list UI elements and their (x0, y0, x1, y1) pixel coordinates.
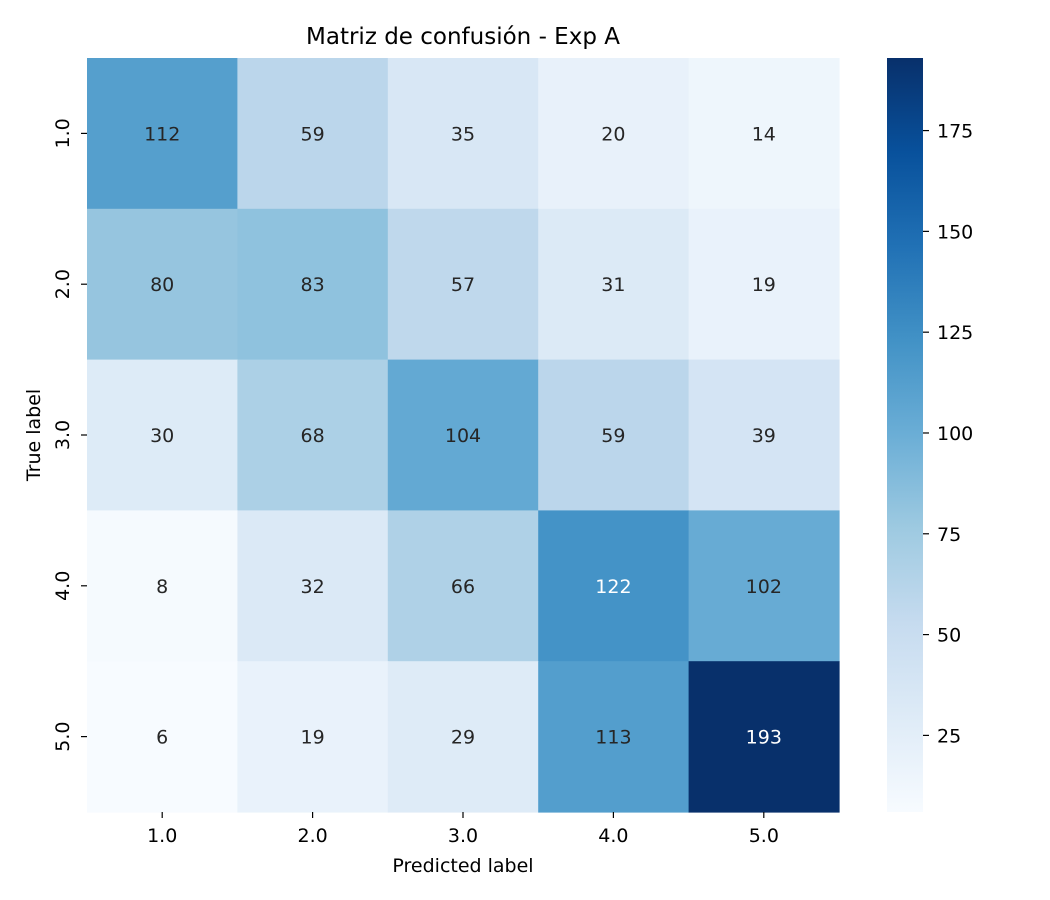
heatmap-cell (237, 359, 389, 511)
cell-value-label: 193 (746, 727, 782, 749)
x-tick-label: 1.0 (147, 825, 177, 847)
heatmap-cell (387, 510, 539, 662)
colorbar (887, 58, 923, 812)
heatmap-cell (387, 58, 539, 210)
cell-value-label: 122 (595, 576, 631, 598)
heatmap-cell (87, 58, 238, 210)
cell-value-label: 30 (150, 425, 174, 447)
cell-value-label: 104 (445, 425, 481, 447)
heatmap-cells (87, 58, 840, 813)
cell-value-label: 66 (451, 576, 475, 598)
y-tick-label: 5.0 (52, 721, 74, 751)
y-tick-label: 4.0 (52, 571, 74, 601)
cell-value-label: 39 (752, 425, 776, 447)
colorbar-tick-label: 25 (937, 725, 961, 747)
cell-value-label: 6 (156, 727, 168, 749)
cell-value-label: 83 (301, 274, 325, 296)
cell-value-label: 80 (150, 274, 174, 296)
cell-value-label: 19 (301, 727, 325, 749)
cell-value-label: 8 (156, 576, 168, 598)
heatmap-cell (688, 510, 840, 662)
cell-value-label: 14 (752, 123, 776, 145)
heatmap-cell (538, 58, 690, 210)
cell-value-label: 102 (746, 576, 782, 598)
heatmap-cell (87, 359, 238, 511)
cell-value-label: 113 (595, 727, 631, 749)
heatmap-cell (688, 661, 840, 813)
heatmap-cell (538, 359, 690, 511)
colorbar-ticks: 25 50 75 100 125 150 175 (923, 121, 973, 747)
y-tick-label: 1.0 (52, 118, 74, 148)
heatmap-cell (387, 359, 539, 511)
y-axis: 1.0 2.0 3.0 4.0 5.0 (52, 118, 87, 752)
x-tick-label: 2.0 (297, 825, 327, 847)
cell-value-label: 57 (451, 274, 475, 296)
y-tick-label: 2.0 (52, 269, 74, 299)
cell-value-label: 20 (601, 123, 625, 145)
heatmap-cell (538, 208, 690, 361)
heatmap-cell (387, 208, 539, 361)
heatmap-cell (688, 208, 840, 361)
colorbar-tick-label: 75 (937, 524, 961, 546)
heatmap-cell (538, 510, 690, 662)
x-tick-label: 4.0 (598, 825, 628, 847)
colorbar-tick-label: 100 (937, 423, 973, 445)
cell-value-label: 19 (752, 274, 776, 296)
heatmap-cell (87, 661, 238, 813)
heatmap-cell-labels: 112 59 35 20 14 80 83 57 31 19 30 68 104 59 39 8 32 66 122… (144, 123, 782, 748)
x-axis: 1.0 2.0 3.0 4.0 5.0 (147, 812, 779, 847)
x-tick-label: 5.0 (749, 825, 779, 847)
cell-value-label: 112 (144, 123, 180, 145)
heatmap-cell (688, 58, 840, 210)
y-tick-label: 3.0 (52, 420, 74, 450)
cell-value-label: 59 (601, 425, 625, 447)
colorbar-tick-label: 150 (937, 221, 973, 243)
heatmap-cell (688, 359, 840, 511)
heatmap-cell (237, 510, 389, 662)
cell-value-label: 29 (451, 727, 475, 749)
heatmap-cell (87, 208, 238, 361)
heatmap-cell (237, 208, 389, 361)
heatmap-cell (87, 510, 238, 662)
heatmap-cell (538, 661, 690, 813)
heatmap-cell (387, 661, 539, 813)
colorbar-tick-label: 125 (937, 322, 973, 344)
y-axis-label: True label (23, 389, 45, 482)
cell-value-label: 32 (301, 576, 325, 598)
x-tick-label: 3.0 (448, 825, 478, 847)
heatmap-cell (237, 661, 389, 813)
cell-value-label: 35 (451, 123, 475, 145)
colorbar-tick-label: 175 (937, 121, 973, 143)
heatmap-cell (237, 58, 389, 210)
chart-title: Matriz de confusión - Exp A (306, 24, 620, 50)
cell-value-label: 31 (601, 274, 625, 296)
colorbar-tick-label: 50 (937, 625, 961, 647)
cell-value-label: 68 (301, 425, 325, 447)
cell-value-label: 59 (301, 123, 325, 145)
x-axis-label: Predicted label (392, 855, 533, 877)
